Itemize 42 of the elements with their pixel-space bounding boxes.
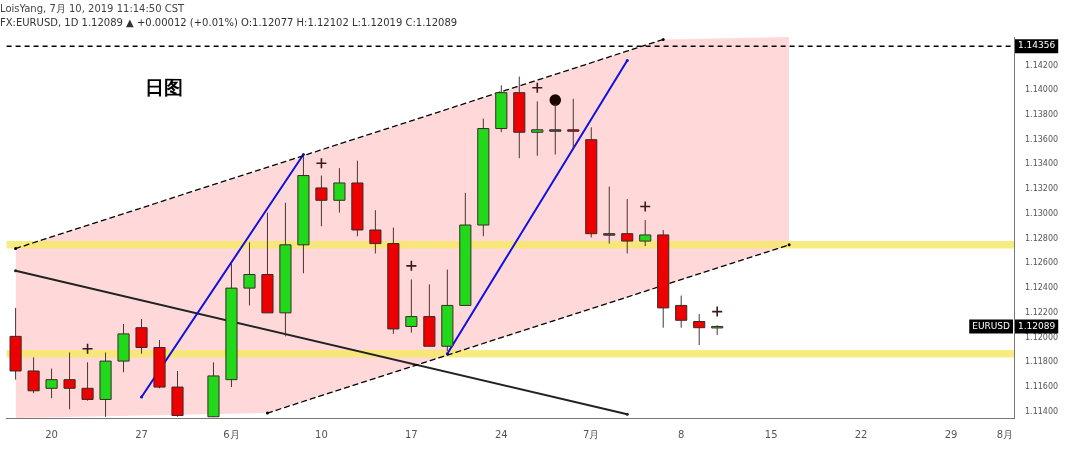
annotation: 日图 <box>144 75 183 98</box>
chart-title: LoisYang, 7月 10, 2019 11:14:50 CST <box>0 2 186 14</box>
x-tick-label: 15 <box>764 428 778 440</box>
y-tick-label: 1.12200 <box>1025 307 1059 317</box>
x-tick-label: 24 <box>494 428 508 440</box>
point <box>531 81 544 94</box>
x-tick-label: 17 <box>404 428 418 440</box>
y-tick-label: 1.11800 <box>1025 357 1059 367</box>
point <box>639 200 652 213</box>
ref-line-label: 1.14356 <box>1018 40 1056 51</box>
point <box>711 305 723 318</box>
x-tick-label: 8 <box>678 428 685 440</box>
x-tick-label: 20 <box>45 428 58 440</box>
point <box>81 342 94 355</box>
y-tick-label: 1.12400 <box>1025 283 1059 293</box>
y-tick-label: 1.14000 <box>1025 85 1059 95</box>
x-tick-label: 22 <box>854 428 868 440</box>
y-tick-label: 1.12800 <box>1025 233 1059 243</box>
y-tick-label: 1.13400 <box>1025 159 1059 169</box>
y-tick-label: 1.11600 <box>1025 382 1059 392</box>
chart-subtitle: FX:EURUSD, 1D 1.12089 ▲ +0.00012 (+0.01%) O:1.12077 H:1.12102 L:1.12019 C:1.12089 <box>0 16 458 28</box>
y-tick-label: 1.13200 <box>1025 184 1059 194</box>
x-tick-label: 10 <box>315 428 328 440</box>
point <box>315 157 328 169</box>
x-tick-label: 27 <box>135 428 148 440</box>
y-tick-label: 1.11400 <box>1025 406 1059 416</box>
y-tick-label: 1.13600 <box>1025 134 1059 144</box>
x-tick-label: 8月 <box>996 428 1014 440</box>
y-tick-label: 1.14200 <box>1025 60 1059 70</box>
y-tick-label: 1.12000 <box>1025 332 1059 342</box>
x-tick-label: 7月 <box>583 428 600 440</box>
annotation: EURUSD <box>972 320 1011 331</box>
x-tick-label: 6月 <box>223 428 240 440</box>
point <box>405 260 418 272</box>
point <box>549 94 562 106</box>
y-tick-label: 1.13800 <box>1025 110 1059 120</box>
y-tick-label: 1.13000 <box>1025 208 1059 218</box>
annotation: 1.12089 <box>1018 320 1056 331</box>
y-tick-label: 1.12600 <box>1025 258 1059 268</box>
candlestick <box>243 241 256 306</box>
candlestick <box>135 318 148 355</box>
x-tick-label: 29 <box>944 428 958 440</box>
